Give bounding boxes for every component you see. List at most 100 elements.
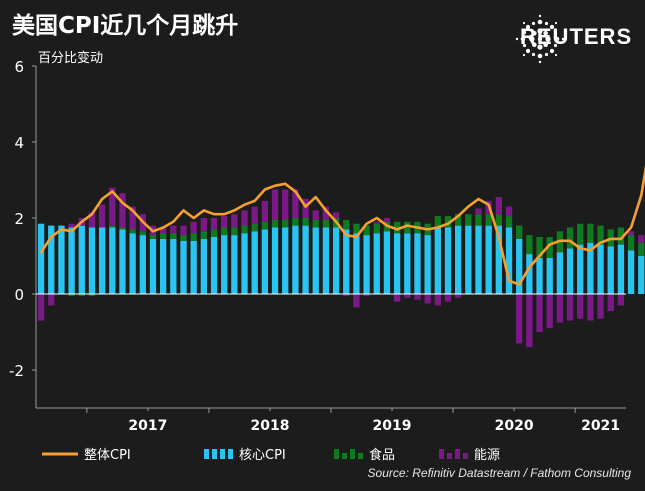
food-bar [139,231,146,236]
core-bar [221,235,228,294]
food-bar [322,219,330,228]
energy-bar [353,294,360,308]
legend: 整体CPI 核心CPI 食品 能源 [40,444,640,464]
energy-bar [129,206,136,230]
core-bar [424,235,431,294]
y-tick-label: 6 [14,58,24,76]
energy-bar [88,212,96,228]
food-bar [353,223,360,234]
food-bar [495,214,502,226]
core-bar [546,257,553,294]
energy-bar [241,210,248,226]
energy-bar [200,218,207,232]
food-bar [393,221,401,234]
food-bar [516,225,523,239]
energy-bar [221,216,228,228]
food-bar [587,223,594,243]
food-bar [231,227,238,236]
food-bar [444,216,452,228]
food-bar [170,233,177,239]
food-bar [292,218,299,226]
core-bar [251,231,258,294]
core-bar [434,227,441,294]
food-bar [180,235,187,241]
energy-bar [302,199,309,218]
energy-bar [332,212,340,218]
energy-bar [98,204,106,228]
food-bar [505,216,513,228]
core-bar [210,237,218,294]
core-bar [516,238,523,294]
core-bar [312,227,319,294]
y-tick-label: 2 [14,210,24,228]
energy-bar [271,189,279,220]
food-bar [465,214,472,226]
legend-label-core: 核心CPI [239,448,286,463]
source-note: Source: Refinitiv Datastream / Fathom Co… [367,466,631,480]
food-bar [597,225,604,245]
energy-bar [312,210,319,220]
energy-bar [587,294,594,321]
x-tick-label: 2021 [581,418,620,434]
core-bar [363,235,370,294]
x-tick-label: 2018 [250,418,289,434]
y-tick-label: 0 [14,286,24,304]
core-bar [200,238,207,294]
food-bar [638,242,645,256]
energy-bar [210,218,218,230]
x-tick-label: 2020 [495,418,534,434]
core-bar [292,225,299,294]
food-bar [149,235,157,239]
food-bar [404,221,411,234]
food-bar [617,227,625,245]
energy-bar [251,206,258,224]
food-bar [68,294,75,296]
energy-bar [577,294,584,319]
core-bar [353,233,360,294]
core-bar [444,227,452,294]
energy-bar [546,294,553,329]
core-bar [383,231,391,294]
legend-item-energy: 能源 [438,444,500,463]
core-bar [149,238,157,294]
core-bar [332,227,340,294]
food-bar [78,294,85,296]
energy-bar [638,235,645,243]
core-bar [322,227,330,294]
core-bar [180,240,187,294]
energy-bar [627,231,635,236]
legend-item-core: 核心CPI [203,444,286,463]
y-tick-label: -2 [9,362,24,380]
energy-bar [597,294,604,319]
core-bar [271,227,279,294]
food-bar [363,225,370,236]
core-bar [495,225,502,294]
core-bar [98,227,106,294]
food-bar [526,235,533,255]
core-bar [119,229,126,294]
energy-bar [393,294,401,302]
food-bar [627,235,635,251]
food-bar [88,294,96,296]
core-bar [536,257,543,294]
core-bar [282,227,289,294]
food-bar [536,237,543,258]
food-bar [261,221,269,230]
core-bar [302,225,309,294]
core-bar [48,225,55,294]
core-bar [485,225,492,294]
core-bar [58,225,65,294]
core-bar [607,246,614,294]
reuters-logo-icon [515,14,565,64]
energy-bar [434,294,441,306]
legend-item-food: 食品 [333,444,395,463]
energy-bar [282,189,289,220]
energy-bar [109,187,116,226]
energy-bar [516,294,523,344]
energy-bar [495,197,502,215]
energy-bar [343,294,350,296]
core-bar [505,227,513,294]
food-bar [302,218,309,226]
legend-core-swatch-icon [204,448,233,459]
